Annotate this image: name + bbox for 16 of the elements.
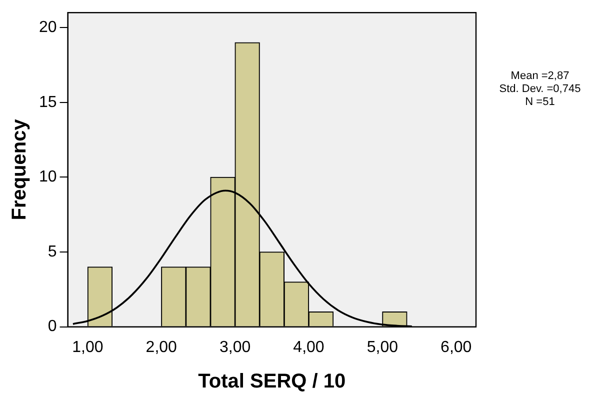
x-tick-label: 5,00: [366, 338, 398, 356]
x-tick-label: 4,00: [293, 338, 324, 356]
x-axis-title: Total SERQ / 10: [198, 370, 346, 393]
y-tick-label: 10: [39, 168, 57, 186]
x-tick-label: 2,00: [146, 338, 178, 356]
text: Std. Dev. =0,745: [498, 83, 582, 96]
y-tick-label: 15: [39, 94, 57, 111]
text: N =51: [524, 96, 556, 109]
x-tick-label: 6,00: [440, 338, 472, 356]
text: Mean =2,87: [510, 70, 570, 83]
y-tick-label: 0: [48, 318, 57, 336]
y-axis-title: Frequency: [8, 118, 31, 220]
y-tick-label: 20: [39, 18, 57, 36]
y-tick-label: 5: [48, 243, 57, 260]
x-tick-label: 1,00: [72, 338, 104, 356]
x-tick-label: 3,00: [219, 338, 251, 356]
